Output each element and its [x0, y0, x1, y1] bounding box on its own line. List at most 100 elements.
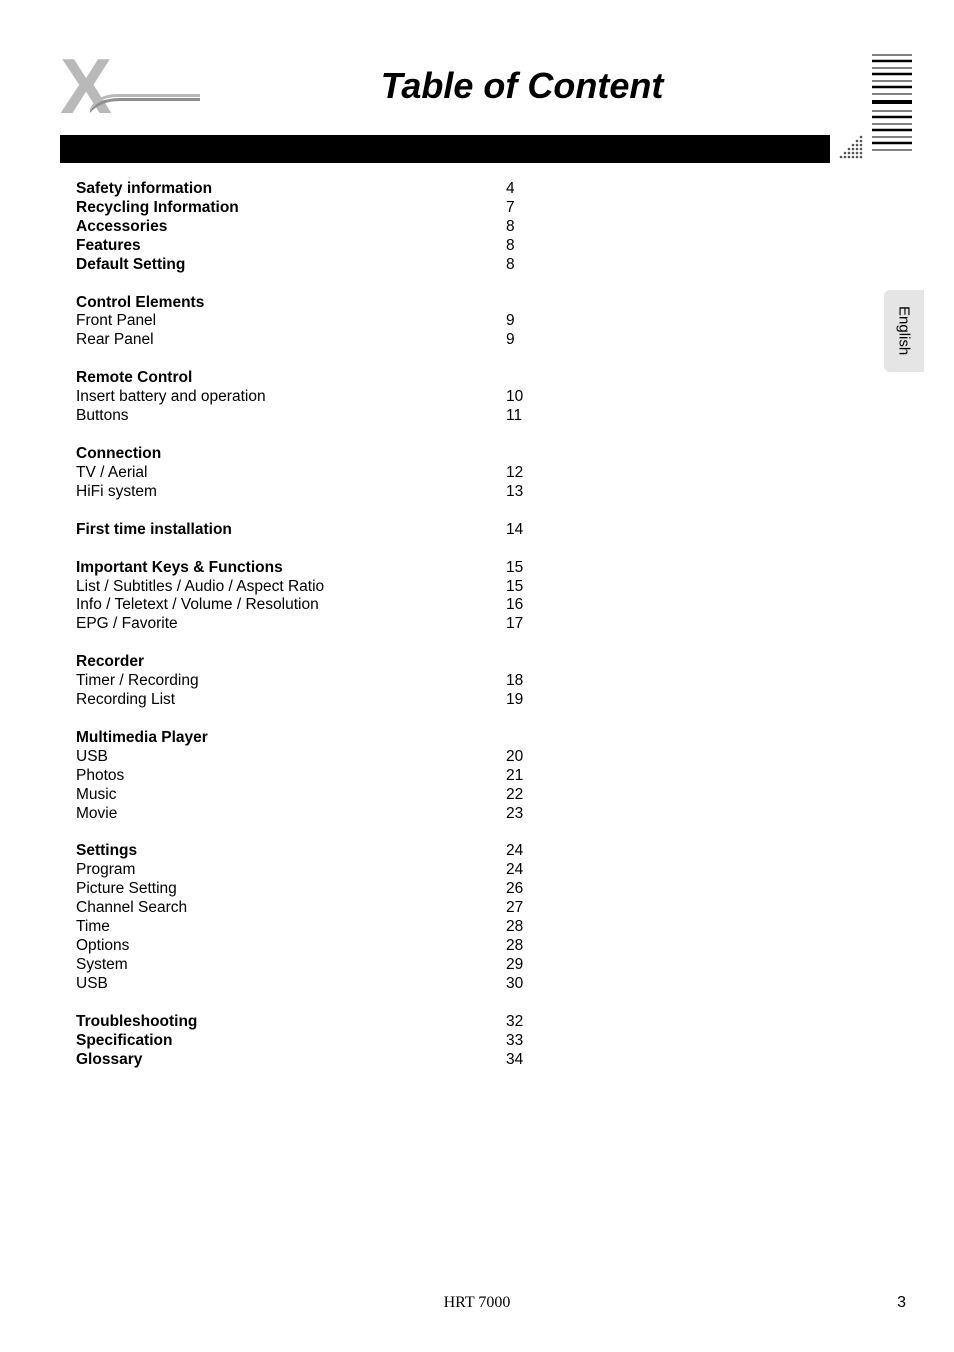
- toc-row: Glossary34: [76, 1051, 556, 1070]
- toc-row: Accessories8: [76, 218, 556, 237]
- toc-label: Specification: [76, 1032, 506, 1051]
- title-underline-bar: [60, 135, 830, 163]
- page-title: Table of Content: [140, 65, 904, 107]
- toc-row: Photos21: [76, 767, 556, 786]
- toc-page: 13: [506, 483, 523, 502]
- toc-page: 23: [506, 805, 523, 824]
- toc-row: Info / Teletext / Volume / Resolution16: [76, 596, 556, 615]
- toc-row: Recorder: [76, 653, 556, 672]
- footer-model: HRT 7000: [0, 1294, 954, 1312]
- toc-label: Connection: [76, 445, 506, 464]
- toc-page: 24: [506, 861, 523, 880]
- toc-page: 15: [506, 578, 523, 597]
- toc-row: Control Elements: [76, 294, 556, 313]
- toc-row: Time28: [76, 918, 556, 937]
- toc-row: Channel Search27: [76, 899, 556, 918]
- toc-page: 22: [506, 786, 523, 805]
- toc-row: Program24: [76, 861, 556, 880]
- toc-label: Insert battery and operation: [76, 388, 506, 407]
- table-of-contents: Safety information4Recycling Information…: [76, 180, 556, 1069]
- toc-row: USB30: [76, 975, 556, 994]
- toc-label: Multimedia Player: [76, 729, 506, 748]
- toc-row: TV / Aerial12: [76, 464, 556, 483]
- toc-label: Info / Teletext / Volume / Resolution: [76, 596, 506, 615]
- toc-label: Accessories: [76, 218, 506, 237]
- toc-row: USB20: [76, 748, 556, 767]
- toc-page: 10: [506, 388, 523, 407]
- toc-page: 17: [506, 615, 523, 634]
- toc-label: Control Elements: [76, 294, 506, 313]
- toc-gap: [76, 350, 556, 369]
- toc-row: Picture Setting26: [76, 880, 556, 899]
- toc-label: USB: [76, 975, 506, 994]
- toc-label: TV / Aerial: [76, 464, 506, 483]
- toc-row: Recycling Information7: [76, 199, 556, 218]
- toc-label: Buttons: [76, 407, 506, 426]
- toc-label: Glossary: [76, 1051, 506, 1070]
- toc-page: 28: [506, 918, 523, 937]
- toc-page: 34: [506, 1051, 523, 1070]
- toc-label: Safety information: [76, 180, 506, 199]
- toc-row: Buttons11: [76, 407, 556, 426]
- toc-row: Settings24: [76, 842, 556, 861]
- language-label: English: [896, 306, 913, 355]
- toc-page: 11: [506, 407, 522, 426]
- toc-label: Features: [76, 237, 506, 256]
- toc-page: 21: [506, 767, 523, 786]
- toc-page: 26: [506, 880, 523, 899]
- toc-page: 15: [506, 559, 523, 578]
- toc-row: Timer / Recording18: [76, 672, 556, 691]
- right-margin-lines-icon: [872, 52, 912, 172]
- toc-label: Recording List: [76, 691, 506, 710]
- toc-label: EPG / Favorite: [76, 615, 506, 634]
- toc-label: List / Subtitles / Audio / Aspect Ratio: [76, 578, 506, 597]
- toc-label: Timer / Recording: [76, 672, 506, 691]
- toc-row: Insert battery and operation10: [76, 388, 556, 407]
- toc-page: 29: [506, 956, 523, 975]
- toc-label: USB: [76, 748, 506, 767]
- toc-row: Important Keys & Functions15: [76, 559, 556, 578]
- toc-page: 9: [506, 312, 515, 331]
- toc-label: Default Setting: [76, 256, 506, 275]
- toc-label: Settings: [76, 842, 506, 861]
- toc-label: Picture Setting: [76, 880, 506, 899]
- toc-gap: [76, 634, 556, 653]
- toc-row: Movie23: [76, 805, 556, 824]
- toc-row: Remote Control: [76, 369, 556, 388]
- toc-page: 9: [506, 331, 515, 350]
- toc-page: 20: [506, 748, 523, 767]
- toc-page: 33: [506, 1032, 523, 1051]
- toc-row: Recording List19: [76, 691, 556, 710]
- toc-row: HiFi system13: [76, 483, 556, 502]
- toc-row: Specification33: [76, 1032, 556, 1051]
- toc-row: Connection: [76, 445, 556, 464]
- toc-label: Important Keys & Functions: [76, 559, 506, 578]
- toc-label: Troubleshooting: [76, 1013, 506, 1032]
- toc-gap: [76, 426, 556, 445]
- toc-page: 16: [506, 596, 523, 615]
- toc-row: Features8: [76, 237, 556, 256]
- toc-row: Troubleshooting32: [76, 1013, 556, 1032]
- toc-label: Remote Control: [76, 369, 506, 388]
- toc-label: Recycling Information: [76, 199, 506, 218]
- toc-page: 8: [506, 237, 515, 256]
- toc-label: Options: [76, 937, 506, 956]
- toc-label: Program: [76, 861, 506, 880]
- toc-label: System: [76, 956, 506, 975]
- toc-page: 8: [506, 218, 515, 237]
- toc-label: Music: [76, 786, 506, 805]
- toc-row: Options28: [76, 937, 556, 956]
- toc-page: 4: [506, 180, 515, 199]
- toc-page: 24: [506, 842, 523, 861]
- toc-page: 8: [506, 256, 515, 275]
- toc-row: Default Setting8: [76, 256, 556, 275]
- toc-label: Recorder: [76, 653, 506, 672]
- toc-page: 14: [506, 521, 523, 540]
- language-tab: English: [884, 290, 924, 372]
- toc-label: Channel Search: [76, 899, 506, 918]
- toc-row: Multimedia Player: [76, 729, 556, 748]
- toc-label: Movie: [76, 805, 506, 824]
- toc-page: 27: [506, 899, 523, 918]
- toc-row: Music22: [76, 786, 556, 805]
- corner-decoration-icon: [838, 130, 868, 160]
